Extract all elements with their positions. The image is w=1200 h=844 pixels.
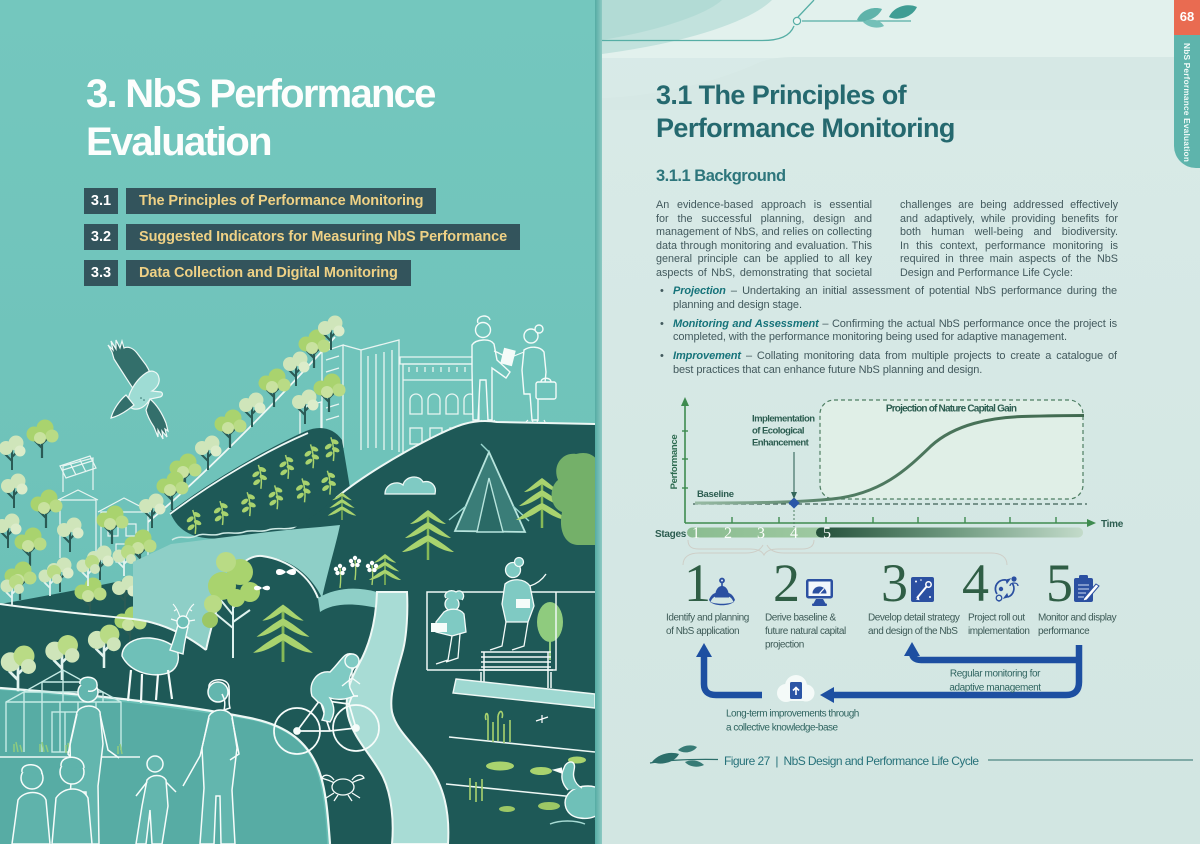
svg-text:Projection of Nature Capital G: Projection of Nature Capital Gain [886, 404, 1017, 415]
svg-text:Time: Time [1101, 519, 1124, 530]
svg-text:3: 3 [881, 553, 908, 613]
svg-text:1: 1 [684, 553, 711, 613]
svg-text:Long-term improvements through: Long-term improvements through [726, 709, 859, 720]
svg-text:adaptive management: adaptive management [949, 683, 1041, 694]
svg-text:of NbS application: of NbS application [666, 626, 739, 637]
svg-text:2: 2 [773, 553, 800, 613]
svg-text:5: 5 [1046, 553, 1073, 613]
svg-text:2: 2 [724, 525, 732, 542]
svg-text:performance: performance [1038, 626, 1090, 637]
svg-text:Develop detail strategy: Develop detail strategy [868, 613, 960, 624]
svg-text:Figure 27 | NbS Design and P: Figure 27 | NbS Design and Performance L… [724, 754, 979, 768]
svg-text:Monitor and display: Monitor and display [1038, 613, 1117, 624]
svg-text:a collective knowledge-base: a collective knowledge-base [726, 723, 839, 734]
svg-text:3: 3 [757, 525, 765, 542]
svg-text:5: 5 [823, 525, 831, 542]
svg-text:4: 4 [962, 553, 989, 613]
svg-text:and design of the NbS: and design of the NbS [868, 626, 958, 637]
svg-text:Regular monitoring for: Regular monitoring for [950, 669, 1041, 680]
svg-text:future natural capital: future natural capital [765, 626, 846, 637]
svg-text:Derive baseline &: Derive baseline & [765, 613, 837, 624]
svg-text:Implementation: Implementation [752, 414, 815, 425]
svg-text:projection: projection [765, 640, 804, 651]
svg-text:Identify and planning: Identify and planning [666, 613, 749, 624]
svg-text:implementation: implementation [968, 626, 1030, 637]
svg-text:1: 1 [692, 525, 700, 542]
svg-text:4: 4 [790, 525, 798, 542]
svg-text:Stages: Stages [655, 529, 687, 540]
svg-text:of Ecological: of Ecological [752, 426, 804, 437]
svg-text:Enhancement: Enhancement [752, 438, 810, 449]
svg-text:Performance: Performance [669, 435, 680, 490]
svg-text:Baseline: Baseline [697, 489, 734, 500]
svg-text:Project roll out: Project roll out [968, 613, 1025, 624]
